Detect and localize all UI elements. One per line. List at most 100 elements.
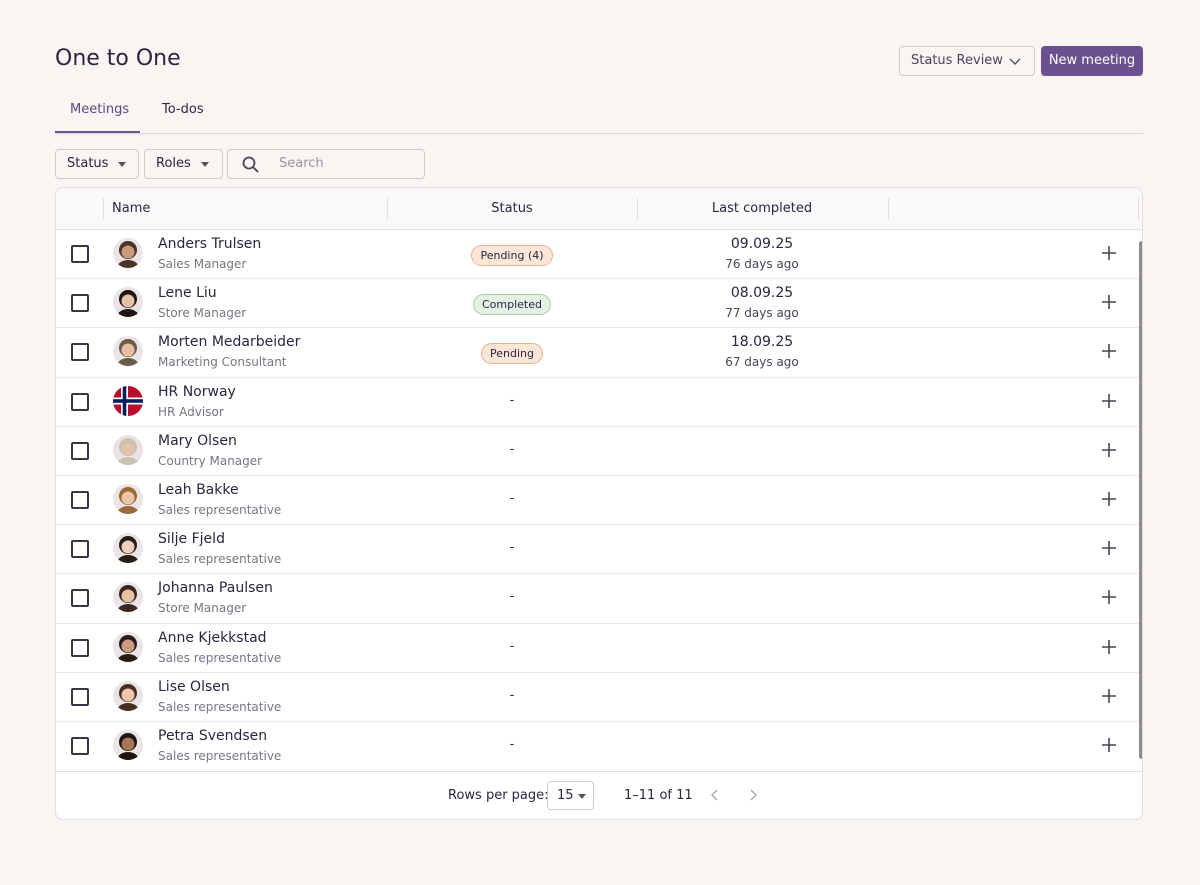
status-text: - [509, 687, 515, 703]
row-divider [56, 573, 1139, 575]
add-button[interactable] [1101, 442, 1117, 458]
person-name: Lise Olsen [158, 678, 230, 695]
avatar [113, 287, 143, 318]
avatar [113, 631, 143, 662]
column-header: Last completed [711, 201, 813, 216]
tab[interactable]: To-dos [162, 102, 204, 117]
person-role: Sales representative [158, 552, 282, 567]
person-name: HR Norway [158, 383, 236, 400]
prev-page[interactable] [708, 788, 722, 802]
checkbox[interactable] [71, 737, 89, 755]
add-button[interactable] [1101, 688, 1117, 704]
add-button[interactable] [1101, 294, 1117, 310]
avatar [113, 533, 143, 564]
search-icon [242, 156, 259, 173]
avatar [113, 434, 143, 465]
row-divider [56, 524, 1139, 526]
status-text: - [509, 737, 515, 752]
last-completed-date: 08.09.25 [730, 285, 794, 302]
add-button[interactable] [1101, 589, 1117, 605]
person-name: Lene Liu [158, 285, 217, 302]
avatar [113, 336, 143, 367]
row-divider [56, 376, 1139, 378]
checkbox[interactable] [71, 687, 89, 706]
row-divider [56, 721, 1139, 722]
person-name: Anne Kjekkstad [158, 629, 267, 646]
checkbox[interactable] [71, 638, 89, 657]
add-button[interactable] [1101, 343, 1117, 359]
roles-filter[interactable]: Roles [144, 149, 223, 179]
person-role: Sales representative [158, 650, 282, 665]
tab-indicator [55, 131, 140, 133]
tab[interactable]: Meetings [70, 102, 130, 117]
table-card: Name Status Last completed Rows per page… [55, 187, 1143, 820]
footer-divider [56, 771, 1142, 772]
status-filter[interactable]: Status [55, 149, 139, 179]
person-role: Sales representative [158, 503, 282, 517]
row-divider [56, 278, 1139, 280]
checkbox[interactable] [71, 392, 89, 411]
row-divider [56, 671, 1139, 673]
search-placeholder: Search [279, 156, 324, 171]
row-divider [56, 425, 1139, 427]
status-text: - [509, 441, 515, 457]
add-button[interactable] [1101, 639, 1117, 655]
caret [118, 162, 126, 167]
avatar [113, 385, 143, 416]
table-header [56, 188, 1142, 230]
avatar [113, 730, 143, 760]
person-name: Mary Olsen [158, 432, 237, 449]
last-completed-ago: 77 days ago [725, 306, 799, 321]
new-meeting-button[interactable]: New meeting [1041, 46, 1143, 76]
status-badge: Pending (4) [387, 244, 637, 266]
rows-value: 15 [557, 788, 574, 803]
column-separator [637, 198, 638, 220]
checkbox[interactable] [71, 294, 89, 313]
search-box[interactable]: Search [227, 149, 425, 179]
checkbox[interactable] [71, 441, 89, 460]
add-button[interactable] [1101, 245, 1117, 261]
person-role: HR Advisor [158, 404, 224, 419]
person-role: Country Manager [158, 453, 263, 468]
rows-label: Rows per page: [448, 788, 549, 803]
person-name: Silje Fjeld [158, 531, 225, 548]
next-page[interactable] [746, 788, 760, 802]
checkbox[interactable] [71, 540, 89, 559]
range-label: 1–11 of 11 [624, 788, 693, 803]
status-text: - [509, 540, 515, 556]
person-name: Anders Trulsen [158, 236, 262, 252]
last-completed-ago: 76 days ago [725, 257, 799, 271]
person-name: Morten Medarbeider [158, 334, 301, 351]
rows-select[interactable]: 15 [547, 781, 594, 810]
caret [578, 794, 586, 799]
status-text: - [509, 638, 515, 654]
checkbox[interactable] [71, 245, 89, 263]
chevron [1009, 58, 1021, 65]
add-button[interactable] [1101, 540, 1117, 556]
avatar [113, 484, 143, 514]
status-label: Completed [473, 294, 551, 316]
person-name: Leah Bakke [158, 482, 239, 498]
caret [201, 162, 209, 167]
last-completed-date: 18.09.25 [730, 334, 794, 351]
status-text: - [509, 491, 515, 506]
status-label: Pending [481, 343, 543, 365]
status-badge: Pending [387, 342, 637, 365]
add-button[interactable] [1101, 737, 1117, 753]
column-header: Status [491, 201, 533, 216]
person-name: Johanna Paulsen [158, 580, 273, 597]
checkbox[interactable] [71, 491, 89, 509]
dropdown[interactable]: Status Review [899, 46, 1035, 76]
scrollbar[interactable] [1139, 241, 1142, 759]
column-separator [888, 198, 889, 220]
person-role: Sales representative [158, 699, 282, 714]
checkbox[interactable] [71, 343, 89, 362]
column-header: Name [112, 201, 151, 216]
row-divider [56, 475, 1139, 476]
checkbox[interactable] [71, 589, 89, 608]
person-name: Petra Svendsen [158, 728, 268, 744]
dropdown-label: Status Review [911, 53, 1003, 68]
add-button[interactable] [1101, 491, 1117, 507]
add-button[interactable] [1101, 393, 1117, 409]
